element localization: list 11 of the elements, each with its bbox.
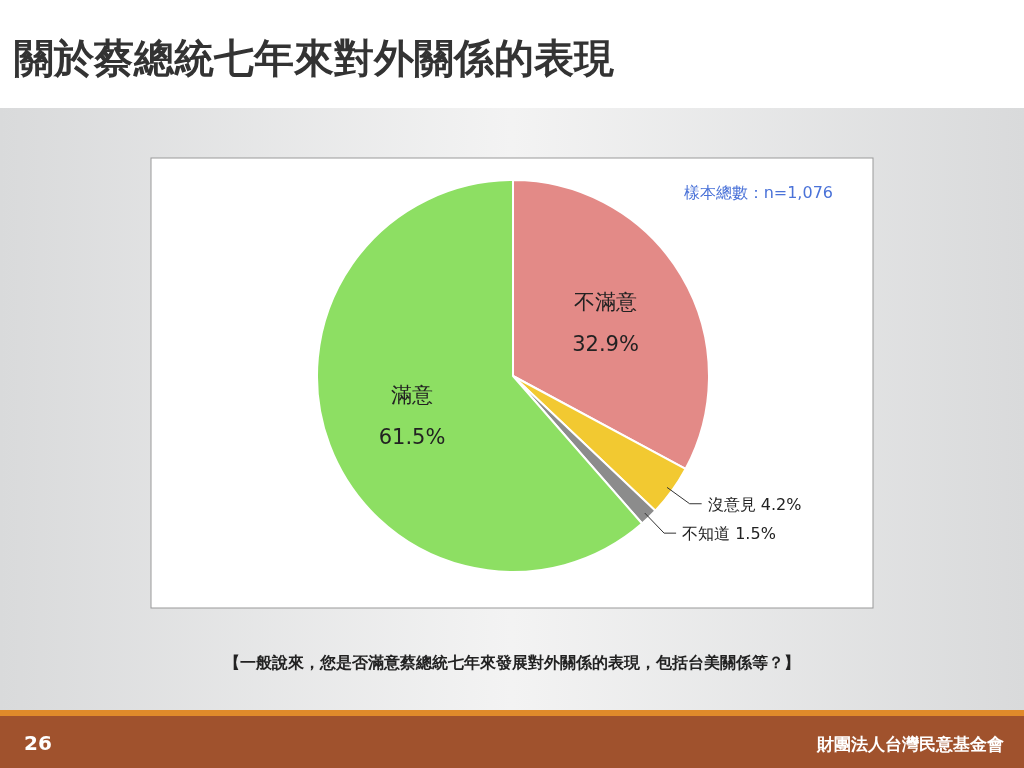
data-label: 61.5%	[378, 424, 446, 449]
text: 【一般說來，您是否滿意蔡總統七年來發展對外關係的表現，包括台美關係等？】	[224, 653, 800, 672]
slice-label: 不滿意	[574, 289, 638, 314]
chart-title: 關於蔡總統七年來對外關係的表現	[14, 35, 614, 81]
slice-label: 不知道 1.5%	[682, 524, 776, 544]
text: 樣本總數：n=1,076	[683, 183, 833, 202]
text: 26	[24, 731, 52, 755]
text: 財團法人台灣民意基金會	[816, 734, 1004, 754]
data-label: 32.9%	[572, 331, 639, 356]
slice-label: 滿意	[391, 382, 434, 407]
slice-label: 沒意見 4.2%	[707, 494, 802, 514]
